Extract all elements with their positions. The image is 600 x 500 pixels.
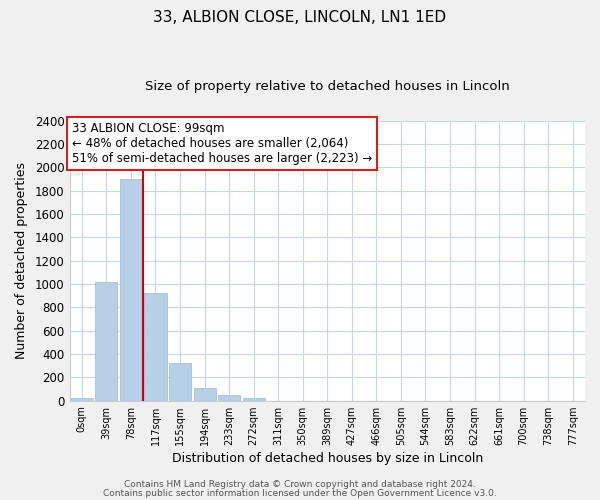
X-axis label: Distribution of detached houses by size in Lincoln: Distribution of detached houses by size … bbox=[172, 452, 483, 465]
Text: 33 ALBION CLOSE: 99sqm
← 48% of detached houses are smaller (2,064)
51% of semi-: 33 ALBION CLOSE: 99sqm ← 48% of detached… bbox=[72, 122, 373, 165]
Bar bbox=[71, 398, 93, 400]
Y-axis label: Number of detached properties: Number of detached properties bbox=[15, 162, 28, 359]
Bar bbox=[145, 294, 167, 401]
Bar bbox=[169, 364, 191, 401]
Text: Contains HM Land Registry data © Crown copyright and database right 2024.: Contains HM Land Registry data © Crown c… bbox=[124, 480, 476, 489]
Text: Contains public sector information licensed under the Open Government Licence v3: Contains public sector information licen… bbox=[103, 488, 497, 498]
Bar bbox=[95, 282, 118, 401]
Bar bbox=[120, 179, 142, 400]
Bar bbox=[218, 395, 240, 400]
Title: Size of property relative to detached houses in Lincoln: Size of property relative to detached ho… bbox=[145, 80, 509, 93]
Bar bbox=[242, 398, 265, 400]
Text: 33, ALBION CLOSE, LINCOLN, LN1 1ED: 33, ALBION CLOSE, LINCOLN, LN1 1ED bbox=[154, 10, 446, 25]
Bar bbox=[194, 388, 215, 400]
